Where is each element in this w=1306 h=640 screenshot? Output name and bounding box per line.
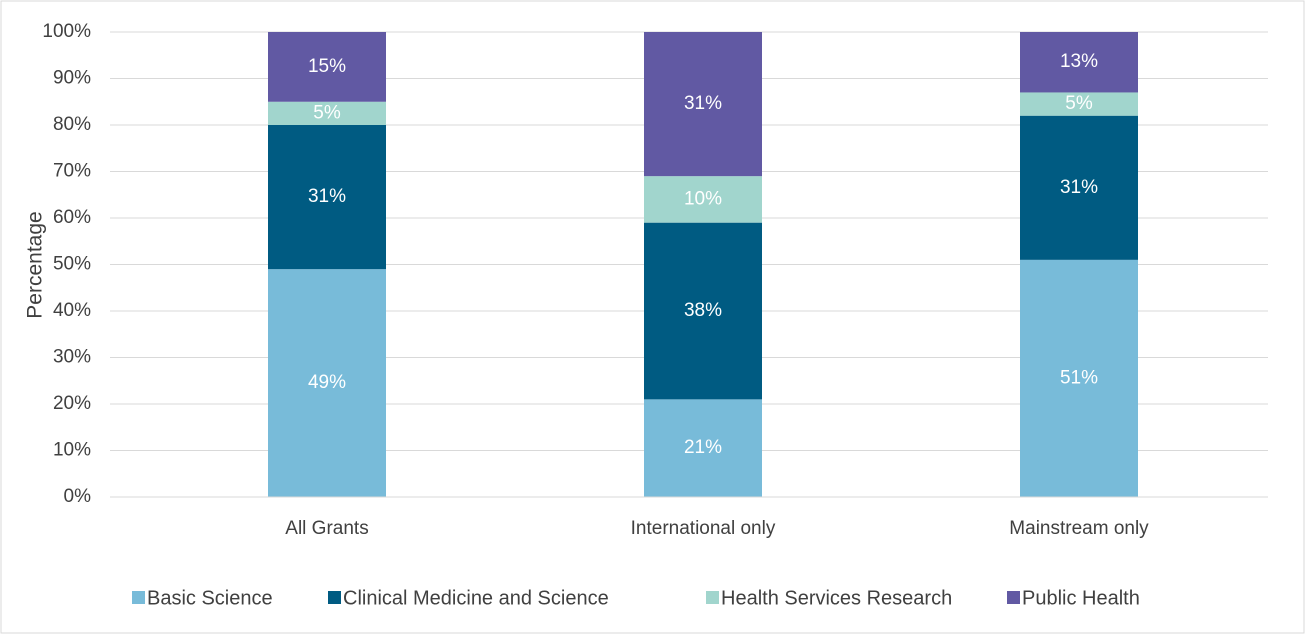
y-tick-label: 90% — [53, 68, 91, 89]
data-label: 51% — [1060, 367, 1098, 388]
bar-segment — [644, 32, 762, 177]
bar-segment — [644, 399, 762, 497]
data-label: 49% — [308, 372, 346, 393]
x-tick-label: International only — [631, 518, 776, 539]
legend-label: Basic Science — [147, 587, 273, 609]
legend-label: Clinical Medicine and Science — [343, 587, 609, 609]
legend-swatch — [1007, 591, 1020, 604]
y-tick-label: 60% — [53, 207, 91, 228]
data-label: 31% — [684, 93, 722, 114]
legend-swatch — [132, 591, 145, 604]
data-label: 10% — [684, 188, 722, 209]
y-tick-label: 70% — [53, 161, 91, 182]
legend-swatch — [328, 591, 341, 604]
bar-segment — [1020, 115, 1138, 260]
legend-swatch — [706, 591, 719, 604]
bar-segment — [1020, 32, 1138, 93]
bar-segment — [1020, 92, 1138, 116]
legend-label: Health Services Research — [721, 587, 952, 609]
y-tick-label: 10% — [53, 440, 91, 461]
data-label: 5% — [313, 102, 341, 123]
legend-label: Public Health — [1022, 587, 1140, 609]
x-tick-label: Mainstream only — [1009, 518, 1149, 539]
y-tick-label: 80% — [53, 114, 91, 135]
y-tick-label: 50% — [53, 254, 91, 275]
y-axis-title: Percentage — [24, 211, 47, 318]
data-label: 21% — [684, 437, 722, 458]
data-label: 5% — [1065, 93, 1093, 114]
data-label: 31% — [1060, 177, 1098, 198]
y-tick-label: 0% — [64, 486, 92, 507]
x-tick-label: All Grants — [285, 518, 368, 539]
bar-segment — [268, 125, 386, 270]
bar-segment — [268, 101, 386, 125]
data-label: 15% — [308, 56, 346, 77]
bar-segment — [268, 269, 386, 497]
y-tick-label: 30% — [53, 347, 91, 368]
bar-segment — [268, 32, 386, 102]
y-tick-label: 20% — [53, 393, 91, 414]
data-label: 31% — [308, 186, 346, 207]
data-label: 13% — [1060, 51, 1098, 72]
data-label: 38% — [684, 300, 722, 321]
bar-segment — [1020, 259, 1138, 497]
y-tick-label: 40% — [53, 300, 91, 321]
bar-segment — [644, 222, 762, 400]
bar-segment — [644, 176, 762, 223]
y-tick-label: 100% — [42, 21, 91, 42]
